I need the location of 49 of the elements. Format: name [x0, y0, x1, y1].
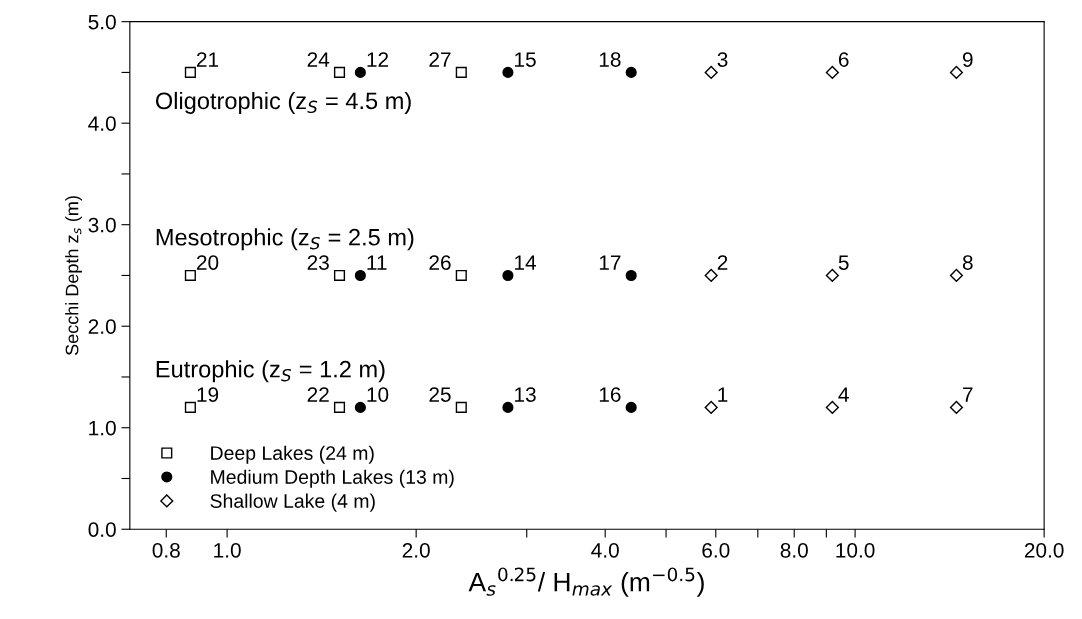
- y-tick-label: 1.0: [89, 420, 116, 436]
- annotation: 4: [838, 387, 849, 402]
- x-tick-label: 4.0: [591, 542, 619, 558]
- annotation: 20: [196, 255, 219, 270]
- annotation: 18: [599, 52, 621, 67]
- x-tick-label: 2.0: [402, 542, 430, 558]
- annotation: 14: [515, 255, 537, 270]
- y-tick-label: 2.0: [88, 319, 116, 334]
- annotation: 22: [307, 387, 329, 402]
- annotation: 9: [962, 52, 973, 67]
- annotation: 13: [515, 387, 536, 402]
- annotation: Mesotrophic (z$_{S}$ = 2.5 m): [156, 228, 414, 251]
- x-tick-label: 6.0: [702, 542, 730, 558]
- x-tick-label: 1.0: [214, 542, 241, 558]
- annotation: 10: [367, 387, 389, 402]
- annotation: 8: [962, 255, 973, 270]
- annotation: 19: [197, 387, 219, 402]
- annotation: 1: [718, 387, 728, 402]
- y-tick-label: 5.0: [88, 14, 116, 30]
- annotation: Oligotrophic (z$_{S}$ = 4.5 m): [155, 91, 411, 114]
- annotation: 24: [307, 52, 330, 67]
- legend-label: Deep Lakes (24 m): [211, 445, 374, 464]
- annotation: 27: [429, 52, 451, 67]
- annotation: 17: [599, 255, 621, 270]
- annotation: 23: [307, 255, 329, 270]
- x-axis-title: A$_{s}$$^{0.25}$/ H$_{max}$ (m$^{−0.5}$): [468, 567, 704, 597]
- legend-label: Shallow Lake (4 m): [210, 493, 375, 512]
- annotation: 16: [599, 387, 621, 402]
- annotation: 25: [429, 387, 451, 402]
- annotation: Eutrophic (z$_{S}$ = 1.2 m): [156, 360, 385, 383]
- y-tick-label: 3.0: [88, 217, 116, 233]
- y-axis-title: Secchi Depth z$_{s}$ (m): [65, 196, 82, 356]
- annotation: 6: [838, 52, 849, 67]
- annotation: 5: [838, 255, 849, 270]
- x-tick-label: 8.0: [780, 542, 808, 558]
- x-tick-label: 0.8: [152, 542, 180, 558]
- annotation: 26: [429, 255, 451, 270]
- legend-label: Medium Depth Lakes (13 m): [211, 469, 454, 488]
- x-tick-label: 10.0: [836, 542, 875, 558]
- y-tick-label: 4.0: [88, 116, 116, 131]
- x-tick-label: 20.0: [1024, 542, 1064, 558]
- y-tick-label: 0.0: [88, 522, 116, 537]
- annotation: 2: [717, 255, 728, 270]
- annotation: 11: [367, 255, 387, 270]
- annotation: 15: [515, 52, 536, 67]
- annotation: 7: [963, 387, 973, 402]
- annotation: 3: [717, 52, 728, 67]
- annotation: 21: [196, 52, 219, 67]
- annotation: 12: [367, 52, 389, 67]
